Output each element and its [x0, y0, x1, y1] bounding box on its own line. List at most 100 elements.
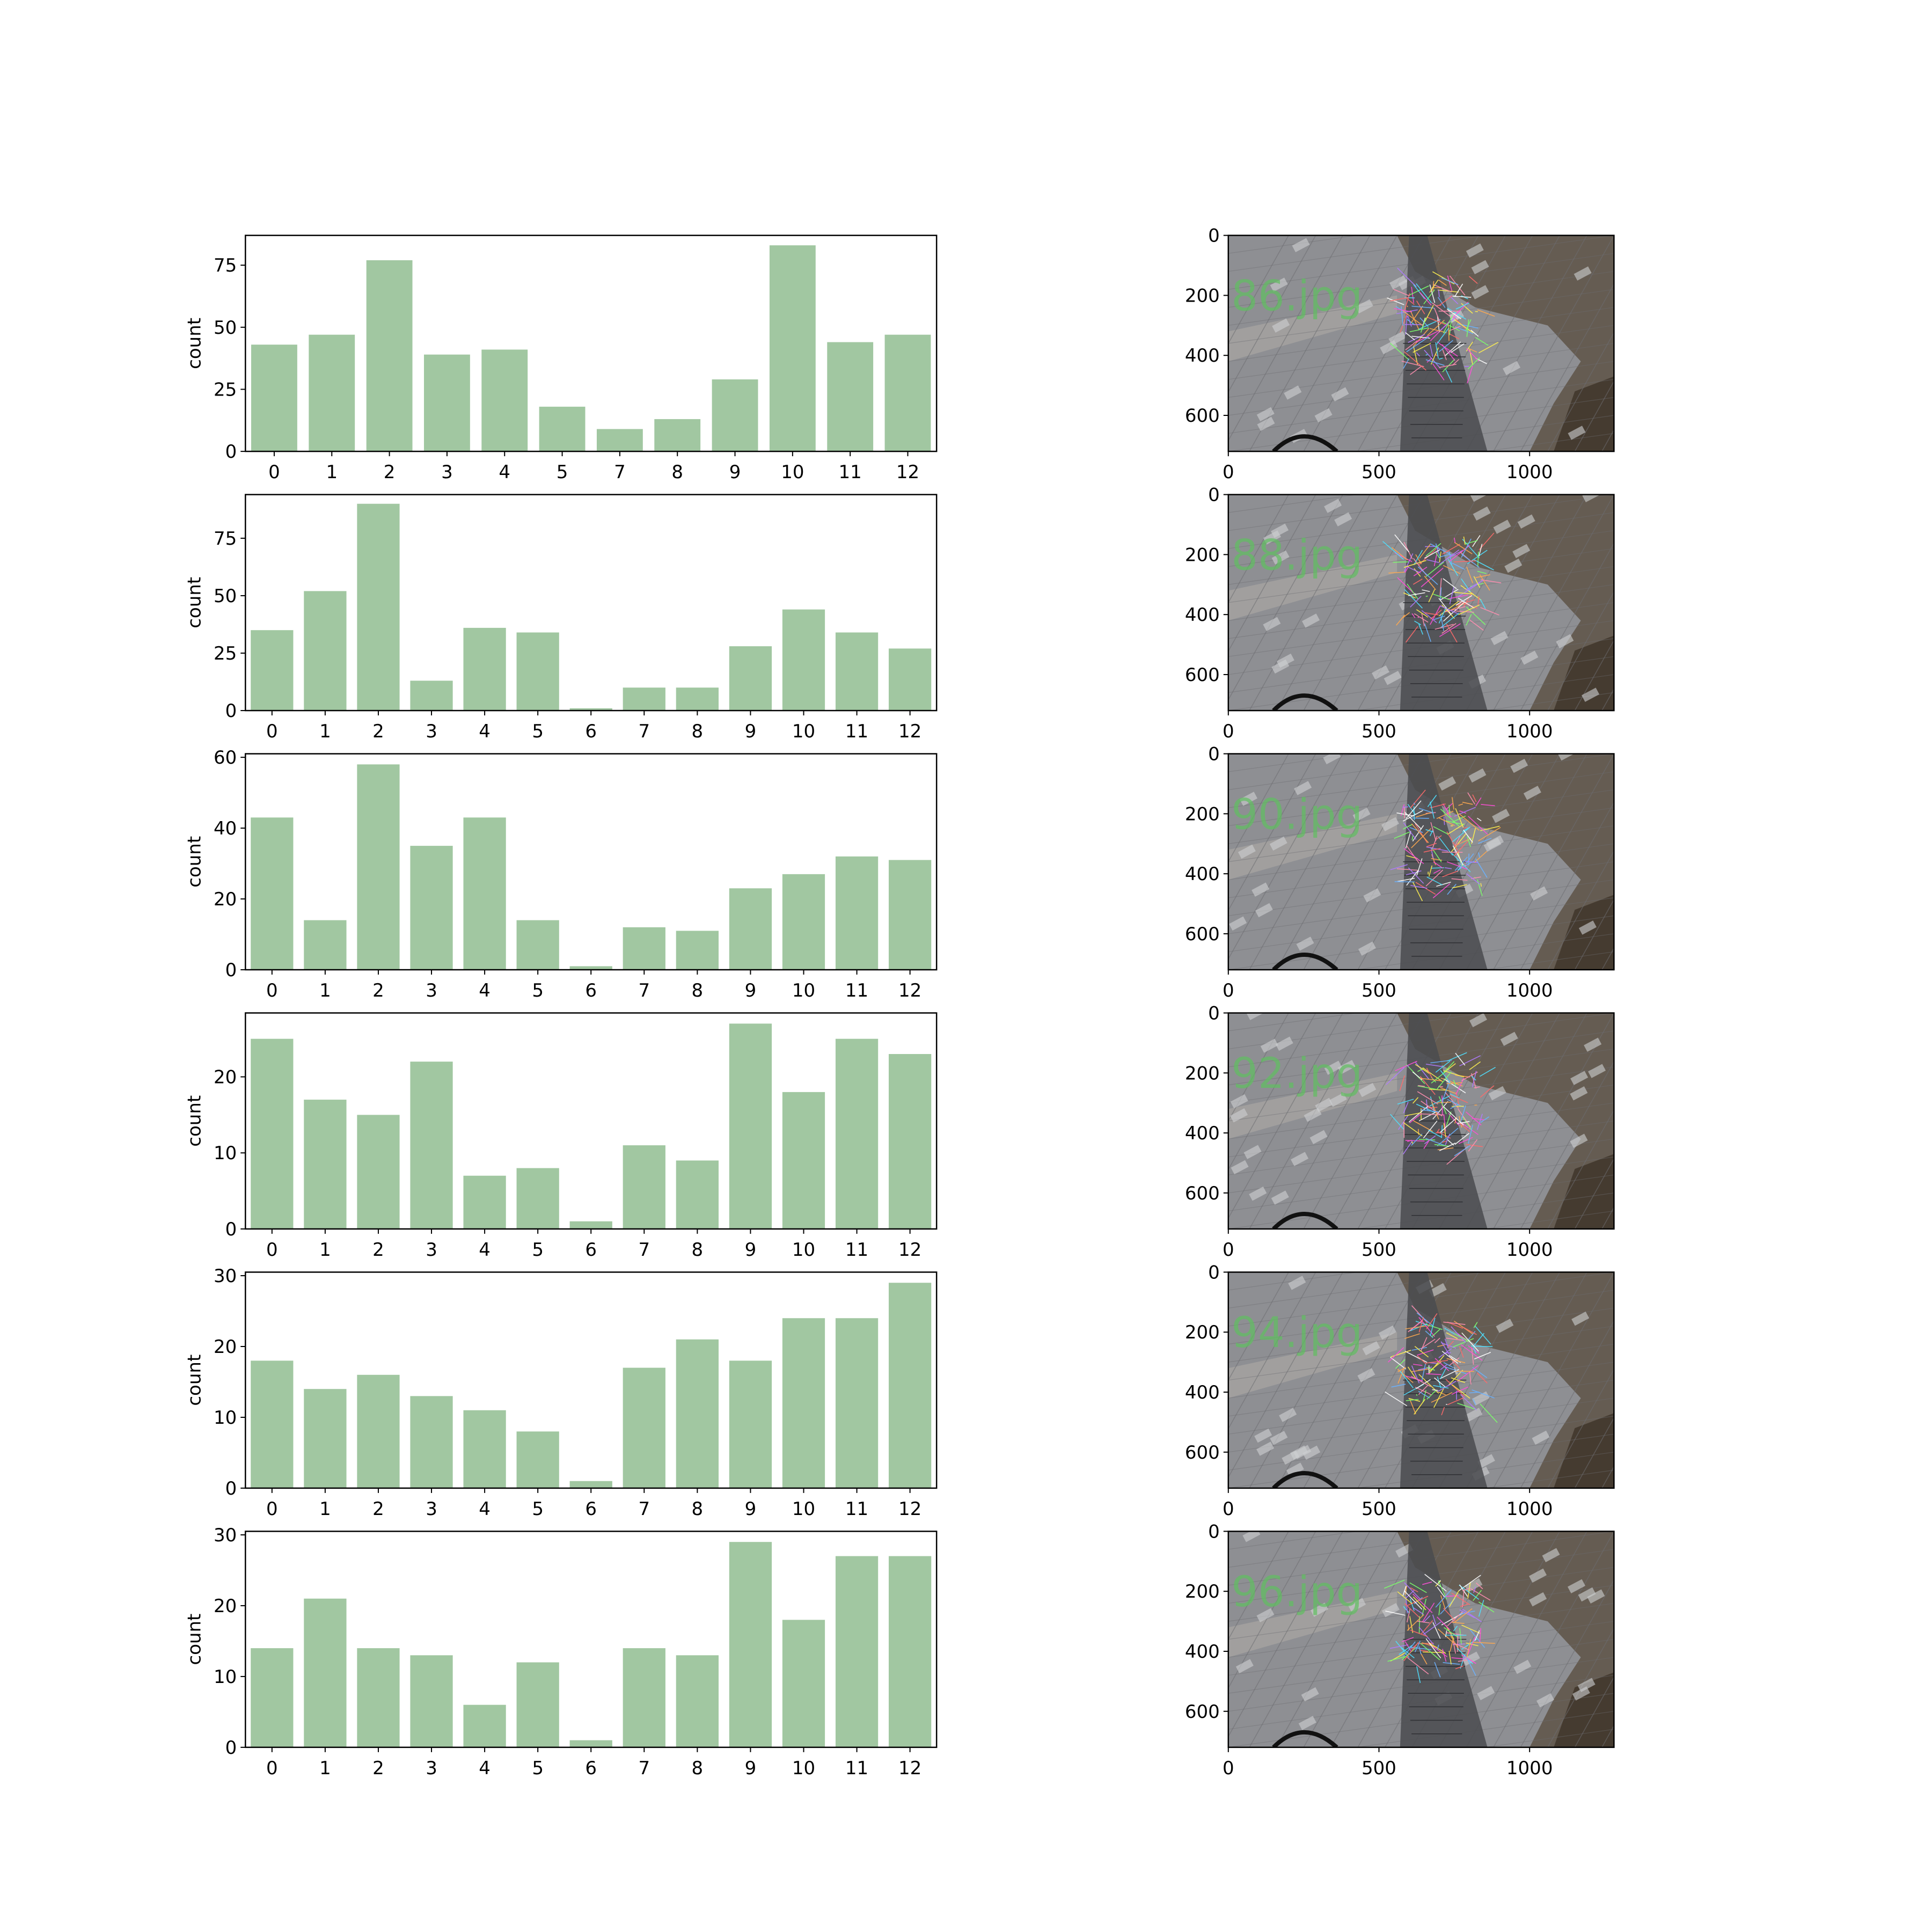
x-tick-label: 8 [671, 462, 683, 483]
plot-frame [245, 1012, 938, 1230]
bar [539, 406, 586, 452]
y-tick-label: 200 [1185, 1063, 1220, 1084]
photo-panel-1: 88.jpg 0 500 1000 0 200 400 600 [1185, 485, 1615, 742]
x-tick-label: 12 [898, 1498, 921, 1520]
x-tick-label: 500 [1362, 1498, 1396, 1520]
y-tick-label: 200 [1185, 803, 1220, 825]
x-tick-label: 1000 [1506, 1239, 1553, 1261]
bar [304, 1100, 347, 1229]
x-tick-label: 12 [898, 721, 921, 742]
x-tick-label: 5 [532, 1239, 544, 1261]
x-tick-label: 12 [896, 462, 919, 483]
bar [357, 503, 400, 711]
x-tick-label: 1000 [1506, 721, 1553, 742]
x-tick-label: 5 [532, 1758, 544, 1779]
x-tick-label: 3 [441, 462, 453, 483]
photo-frame [1227, 494, 1615, 712]
bar [835, 1318, 879, 1488]
bar [654, 419, 701, 452]
x-tick-label: 7 [638, 721, 650, 742]
tiled-pavement-photo: 96.jpg [1228, 1531, 1614, 1747]
bar [309, 334, 355, 452]
bar [516, 1662, 559, 1747]
photo-panel-3: 92.jpg 0 500 1000 0 200 400 600 [1185, 1002, 1615, 1261]
x-tick-label: 0 [266, 1239, 278, 1261]
feature-match-lines [1384, 1574, 1495, 1684]
bar [623, 1648, 665, 1747]
x-tick-label: 4 [479, 1239, 491, 1261]
tiled-pavement-photo: 90.jpg [1228, 753, 1614, 970]
bar [729, 888, 772, 970]
bar [251, 345, 297, 452]
x-tick-label: 9 [745, 1239, 757, 1261]
x-tick-label: 1000 [1506, 462, 1553, 483]
x-tick-label: 10 [792, 1239, 815, 1261]
y-tick-label: 0 [225, 700, 237, 722]
x-tick-label: 2 [372, 1758, 384, 1779]
x-tick-label: 0 [266, 1758, 278, 1779]
bar [729, 1542, 772, 1747]
photo-frame [1227, 753, 1615, 971]
bar [304, 1598, 347, 1747]
x-tick-label: 5 [557, 462, 568, 483]
x-tick-label: 4 [479, 1758, 491, 1779]
x-tick-label: 6 [585, 1239, 597, 1261]
bar [251, 1648, 294, 1747]
y-tick-label: 600 [1185, 664, 1220, 686]
bar [251, 817, 294, 970]
x-tick-label: 10 [792, 980, 815, 1001]
y-tick-label: 0 [225, 441, 237, 463]
tiled-pavement-photo: 88.jpg [1228, 494, 1614, 711]
bar [251, 1360, 294, 1488]
photo-panel-2: 90.jpg 0 500 1000 0 200 400 600 [1185, 744, 1615, 1001]
x-tick-label: 4 [499, 462, 510, 483]
photo-panel-4: 94.jpg 0 500 1000 0 200 400 600 [1185, 1262, 1615, 1520]
x-tick-label: 0 [268, 462, 280, 483]
y-tick-label: 50 [214, 586, 237, 607]
bar [729, 1360, 772, 1488]
x-tick-label: 0 [1223, 1498, 1234, 1520]
bar [835, 632, 879, 711]
photo-panel-5: 96.jpg 0 500 1000 0 200 400 600 [1185, 1521, 1615, 1779]
y-tick-label: 200 [1185, 285, 1220, 306]
bar [463, 1410, 506, 1488]
bar [623, 687, 665, 711]
y-tick-label: 600 [1185, 1183, 1220, 1204]
x-tick-label: 12 [898, 1239, 921, 1261]
y-tick-label: 60 [214, 747, 237, 769]
image-caption: 92.jpg [1231, 1050, 1363, 1098]
x-tick-label: 7 [638, 1498, 650, 1520]
x-tick-label: 9 [729, 462, 741, 483]
x-tick-label: 5 [532, 980, 544, 1001]
bar [676, 1160, 719, 1229]
bar [410, 846, 453, 970]
y-tick-label: 0 [1208, 1262, 1220, 1283]
x-tick-label: 9 [745, 980, 757, 1001]
y-tick-label: 400 [1185, 1123, 1220, 1144]
bar [251, 630, 294, 711]
x-tick-label: 500 [1362, 980, 1396, 1001]
x-tick-label: 500 [1362, 462, 1396, 483]
feature-match-lines [1385, 1305, 1498, 1423]
x-tick-label: 9 [745, 1758, 757, 1779]
bar [835, 1556, 879, 1747]
x-tick-label: 7 [638, 1758, 650, 1779]
y-tick-label: 200 [1185, 1581, 1220, 1602]
x-tick-label: 0 [266, 980, 278, 1001]
x-tick-label: 6 [585, 721, 597, 742]
x-tick-label: 12 [898, 1758, 921, 1779]
x-tick-label: 11 [845, 721, 868, 742]
bar [712, 379, 758, 452]
bar [463, 627, 506, 711]
y-tick-label: 75 [214, 255, 237, 276]
tiled-pavement-photo: 94.jpg [1228, 1272, 1614, 1488]
bar [889, 1283, 932, 1488]
bar [827, 342, 874, 452]
y-tick-label: 20 [214, 889, 237, 910]
bar [304, 1389, 347, 1488]
x-tick-label: 11 [845, 1758, 868, 1779]
bar [782, 874, 825, 970]
x-tick-label: 1000 [1506, 980, 1553, 1001]
x-tick-label: 1 [319, 980, 331, 1001]
